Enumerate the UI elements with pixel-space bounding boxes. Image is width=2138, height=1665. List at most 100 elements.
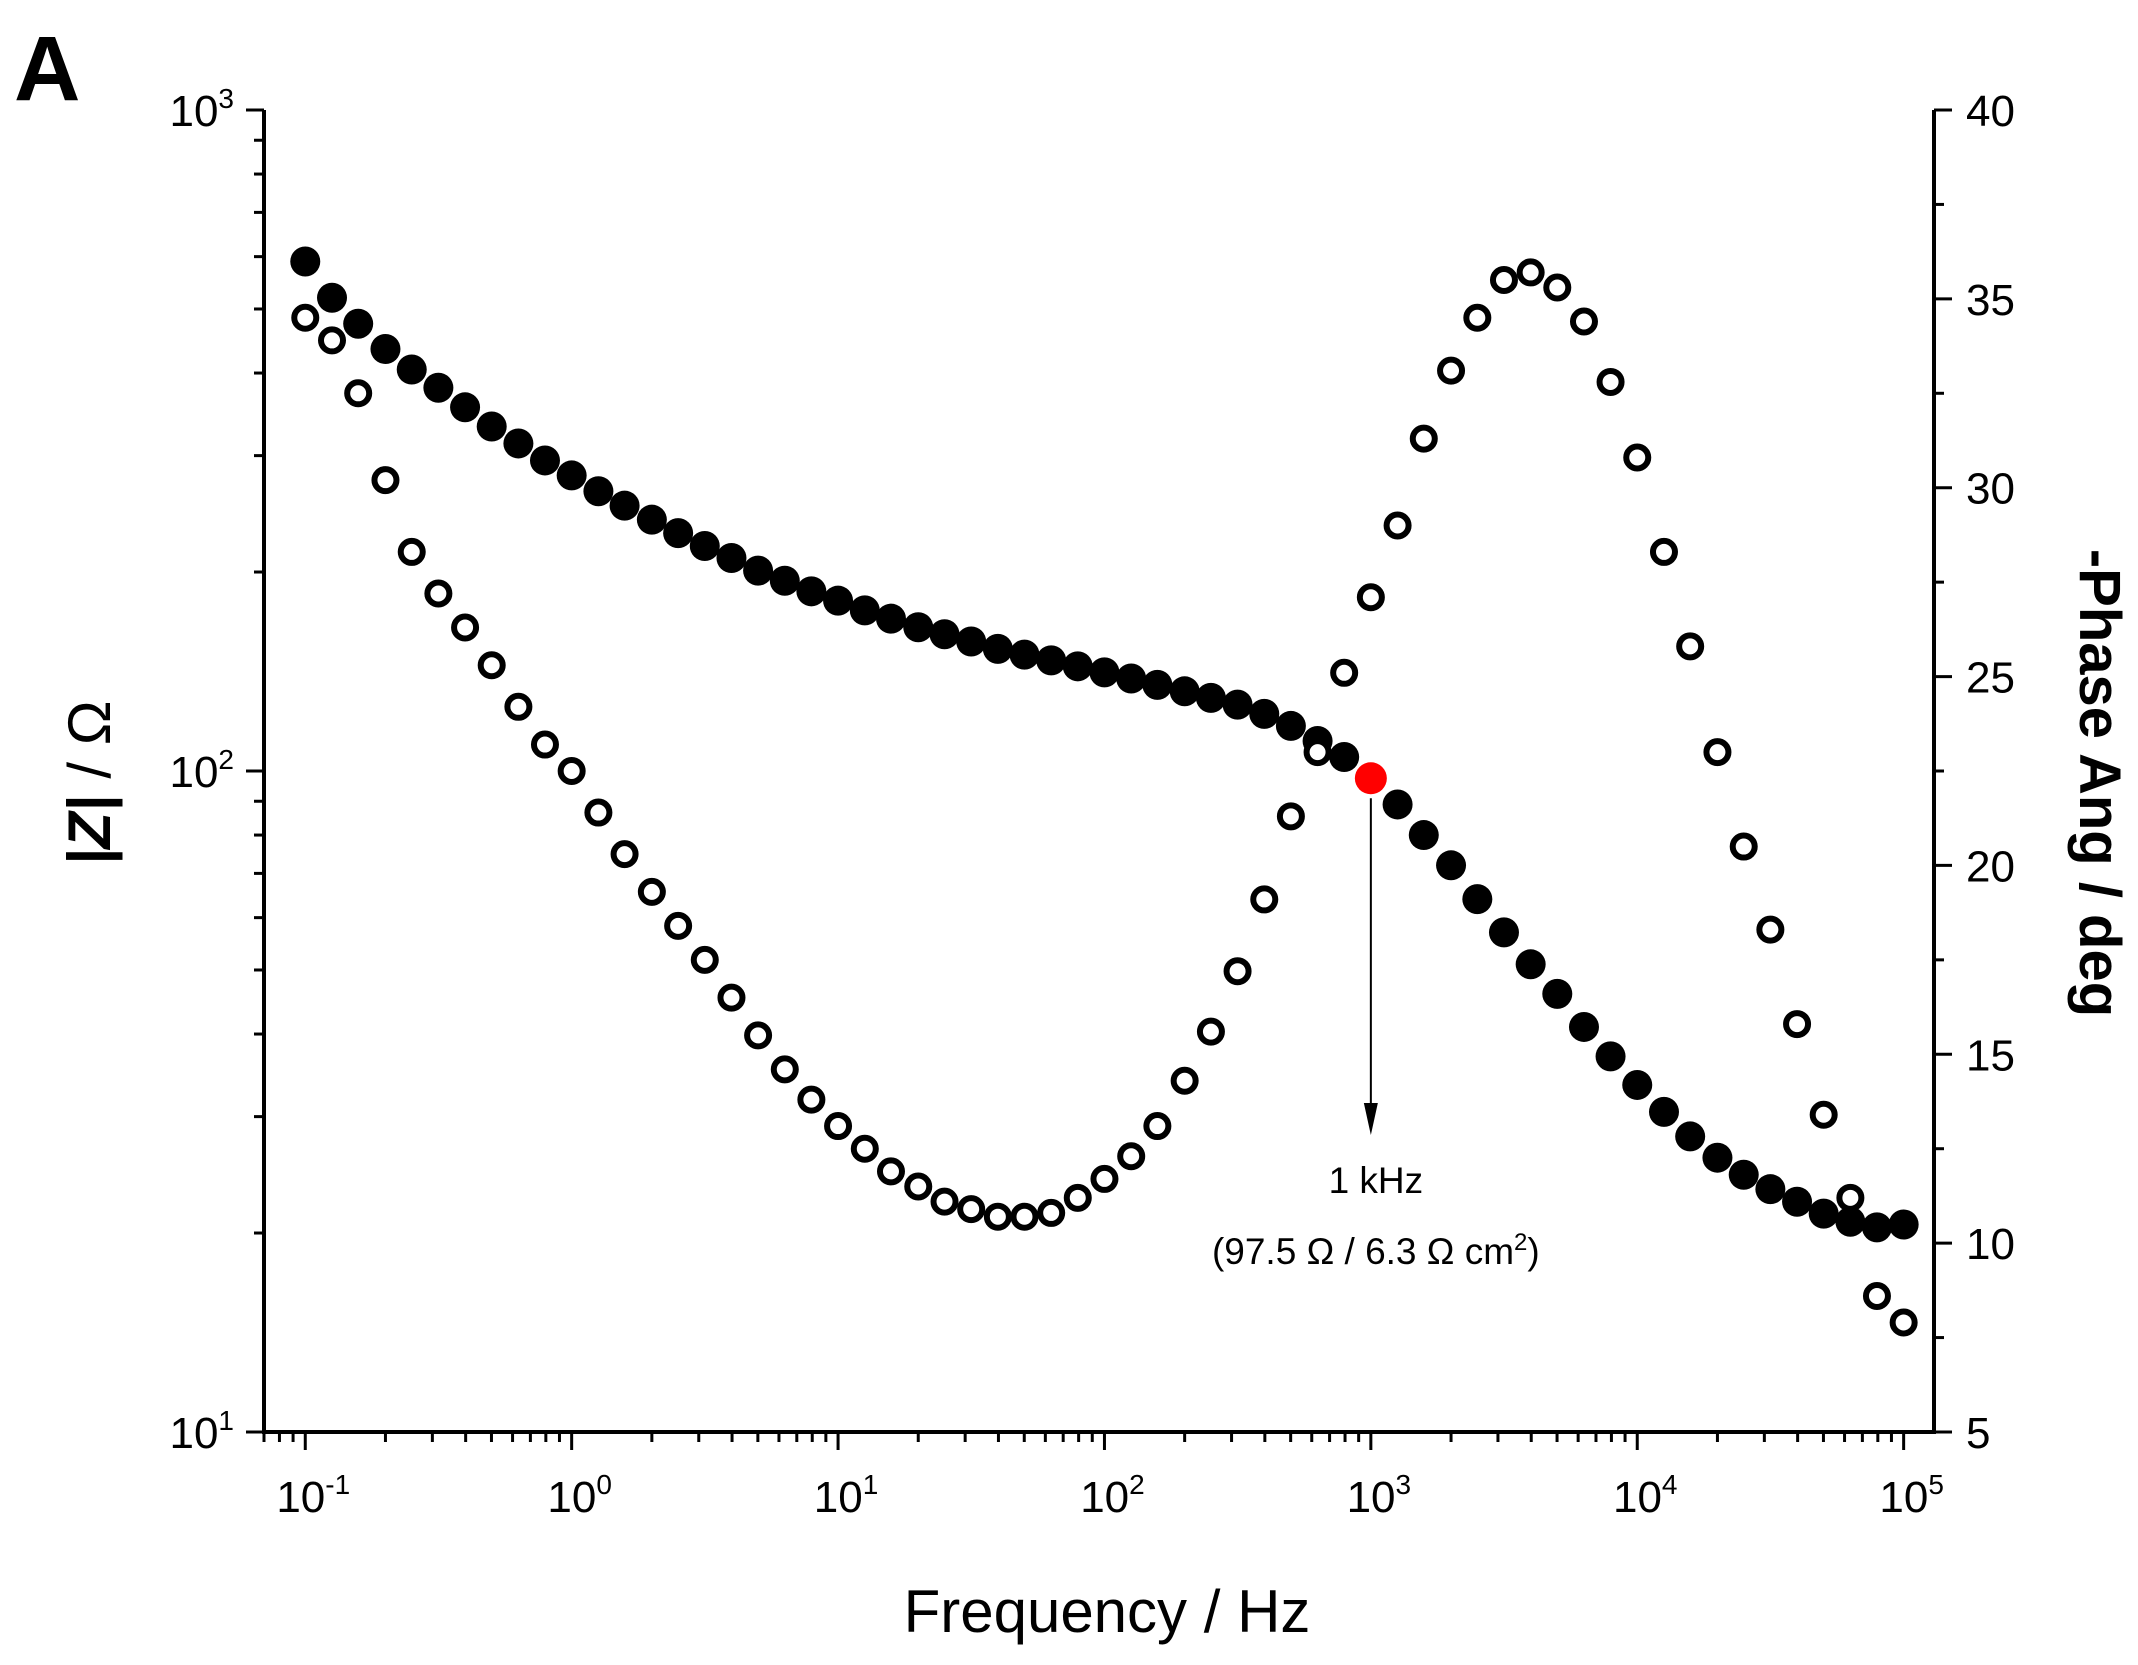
phase-point bbox=[1437, 356, 1466, 385]
annotation: 1 kHz (97.5 Ω / 6.3 Ω cm2) bbox=[1212, 798, 1540, 1272]
impedance-point bbox=[583, 476, 614, 507]
impedance-point bbox=[663, 518, 694, 549]
impedance-point bbox=[396, 354, 427, 385]
annotation-detail: (97.5 Ω / 6.3 Ω cm2) bbox=[1212, 1229, 1540, 1272]
phase-point bbox=[1862, 1282, 1891, 1311]
impedance-point bbox=[769, 565, 800, 596]
impedance-point bbox=[1436, 850, 1467, 881]
impedance-point bbox=[1568, 1011, 1599, 1042]
phase-point bbox=[1836, 1183, 1865, 1212]
y-left-tick-label: 102 bbox=[169, 744, 234, 797]
impedance-point bbox=[1222, 689, 1253, 720]
y-right-tick-label: 30 bbox=[1966, 465, 2015, 514]
axes-frame bbox=[262, 110, 1936, 1434]
phase-point bbox=[1543, 273, 1572, 302]
impedance-point bbox=[476, 411, 507, 442]
x-tick-label: 10-1 bbox=[276, 1469, 350, 1522]
markers-layer bbox=[290, 246, 1919, 1337]
impedance-point bbox=[875, 603, 906, 634]
phase-point bbox=[1090, 1164, 1119, 1193]
impedance-point bbox=[1622, 1069, 1653, 1100]
phase-point bbox=[1117, 1142, 1146, 1171]
phase-point bbox=[1783, 1010, 1812, 1039]
impedance-point bbox=[982, 633, 1013, 664]
impedance-point bbox=[450, 392, 481, 423]
impedance-point bbox=[343, 308, 374, 339]
impedance-point bbox=[1462, 884, 1493, 915]
phase-point bbox=[797, 1085, 826, 1114]
y-left-tick-label: 103 bbox=[169, 83, 234, 136]
y-right-tick-label: 15 bbox=[1966, 1031, 2015, 1080]
phase-point bbox=[1676, 632, 1705, 661]
impedance-point bbox=[609, 490, 640, 521]
impedance-point bbox=[1275, 710, 1306, 741]
y-right-tick-label: 5 bbox=[1966, 1409, 1990, 1458]
phase-point bbox=[1250, 885, 1279, 914]
phase-point bbox=[1649, 537, 1678, 566]
phase-point bbox=[504, 692, 533, 721]
phase-point bbox=[530, 730, 559, 759]
phase-point bbox=[1037, 1198, 1066, 1227]
phase-point bbox=[1276, 802, 1305, 831]
phase-point bbox=[690, 945, 719, 974]
phase-point bbox=[584, 798, 613, 827]
x-tick-label: 103 bbox=[1347, 1469, 1412, 1522]
impedance-point bbox=[743, 555, 774, 586]
impedance-point bbox=[503, 428, 534, 459]
impedance-point bbox=[1595, 1041, 1626, 1072]
x-tick-label: 101 bbox=[814, 1469, 879, 1522]
impedance-point bbox=[849, 595, 880, 626]
phase-point bbox=[1223, 957, 1252, 986]
impedance-point bbox=[1648, 1096, 1679, 1127]
phase-point bbox=[1596, 367, 1625, 396]
phase-point bbox=[318, 326, 347, 355]
phase-point bbox=[824, 1112, 853, 1141]
phase-point bbox=[664, 911, 693, 940]
phase-point bbox=[1063, 1183, 1092, 1212]
x-tick-label: 104 bbox=[1613, 1469, 1678, 1522]
phase-point bbox=[1170, 1066, 1199, 1095]
impedance-point bbox=[1382, 789, 1413, 820]
panel-label: A bbox=[14, 18, 80, 120]
phase-point bbox=[850, 1134, 879, 1163]
impedance-point bbox=[1195, 682, 1226, 713]
y-right-tick-label: 20 bbox=[1966, 842, 2015, 891]
impedance-point bbox=[370, 333, 401, 364]
phase-point bbox=[1330, 658, 1359, 687]
impedance-point bbox=[1675, 1121, 1706, 1152]
y-left-tick-label: 101 bbox=[169, 1405, 234, 1458]
phase-point bbox=[957, 1195, 986, 1224]
impedance-point bbox=[1888, 1209, 1919, 1240]
impedance-point bbox=[423, 372, 454, 403]
x-tick-label: 102 bbox=[1080, 1469, 1145, 1522]
impedance-point bbox=[1329, 741, 1360, 772]
y-right-tick-label: 40 bbox=[1966, 87, 2015, 136]
phase-point bbox=[1569, 307, 1598, 336]
impedance-point bbox=[1009, 639, 1040, 670]
y-right-axis-title: -Phase Ang / deg bbox=[2067, 549, 2132, 1017]
y-right-tick-label: 10 bbox=[1966, 1220, 2015, 1269]
impedance-point bbox=[556, 460, 587, 491]
phase-point bbox=[1303, 738, 1332, 767]
phase-point bbox=[451, 613, 480, 642]
phase-point bbox=[1463, 303, 1492, 332]
phase-point bbox=[1516, 258, 1545, 287]
impedance-point bbox=[1728, 1159, 1759, 1190]
impedance-point bbox=[716, 543, 747, 574]
impedance-point bbox=[1515, 949, 1546, 980]
phase-point bbox=[1383, 511, 1412, 540]
impedance-point bbox=[1782, 1186, 1813, 1217]
annotation-label: 1 kHz bbox=[1329, 1160, 1424, 1201]
phase-point bbox=[744, 1021, 773, 1050]
impedance-point bbox=[1169, 676, 1200, 707]
impedance-point bbox=[1036, 645, 1067, 676]
impedance-point bbox=[929, 619, 960, 650]
phase-point bbox=[344, 379, 373, 408]
phase-point bbox=[1356, 583, 1385, 612]
phase-point bbox=[876, 1157, 905, 1186]
impedance-point bbox=[689, 530, 720, 561]
impedance-point bbox=[1835, 1206, 1866, 1237]
impedance-point bbox=[1755, 1174, 1786, 1205]
phase-point bbox=[1703, 738, 1732, 767]
